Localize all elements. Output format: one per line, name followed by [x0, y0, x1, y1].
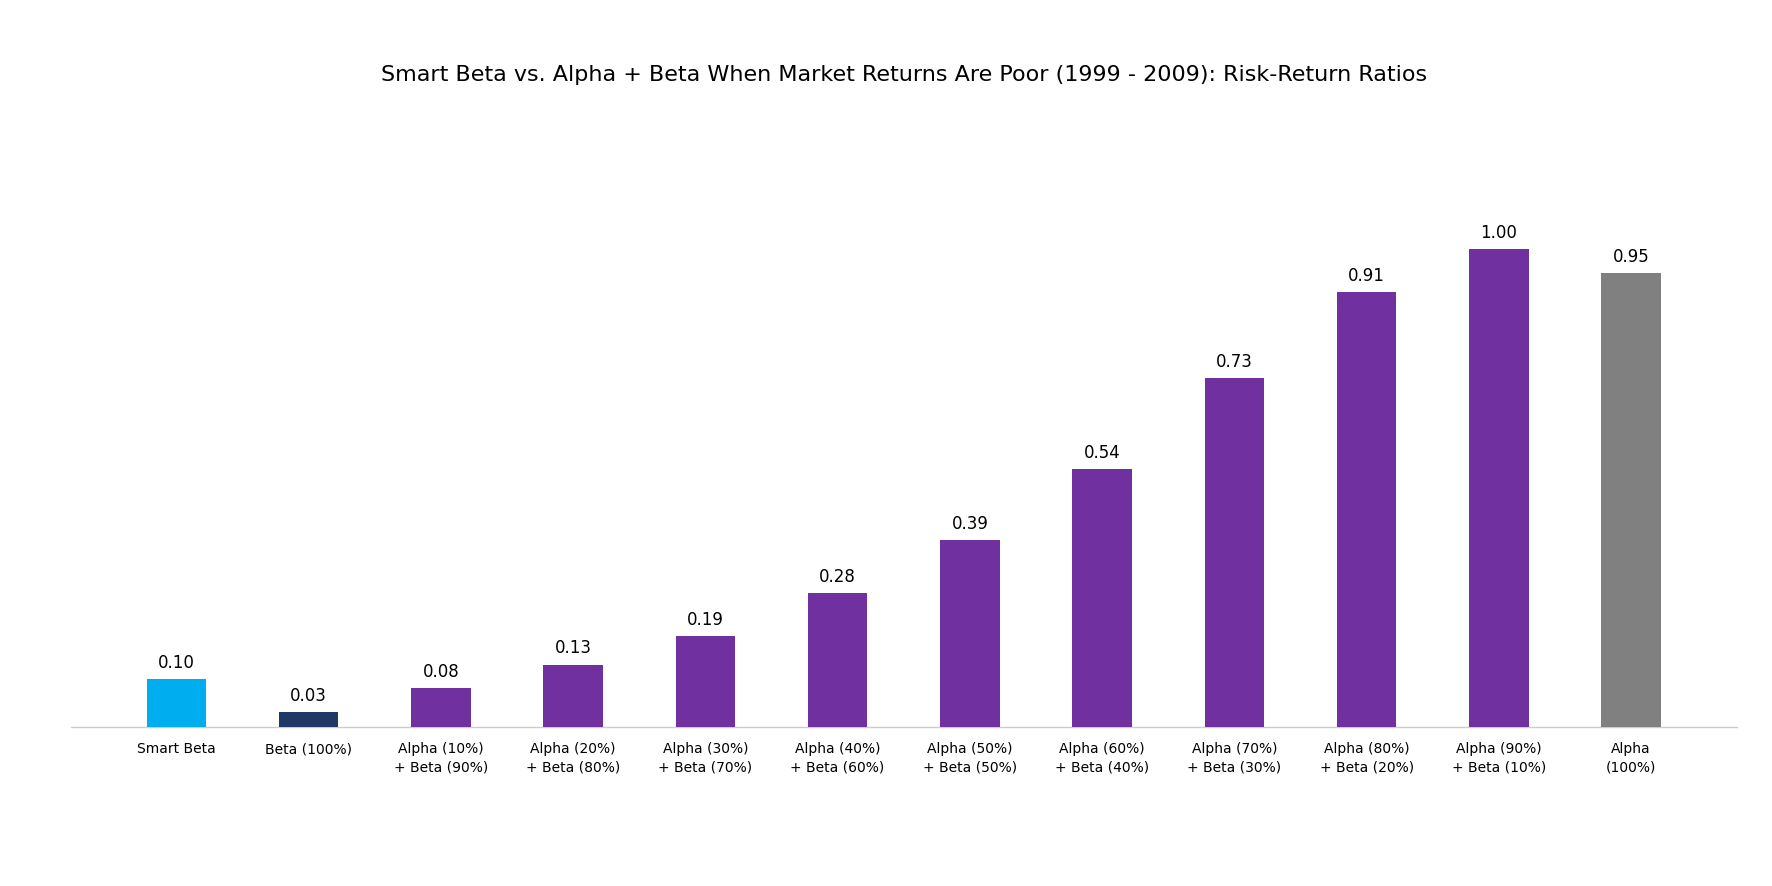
Bar	[544, 664, 602, 727]
Text: 0.03: 0.03	[291, 687, 328, 705]
Bar	[1072, 469, 1132, 727]
Text: 1.00: 1.00	[1480, 224, 1517, 242]
Bar	[941, 540, 999, 727]
Bar	[1336, 292, 1396, 727]
Text: 0.54: 0.54	[1084, 444, 1120, 462]
Bar	[808, 593, 867, 727]
Title: Smart Beta vs. Alpha + Beta When Market Returns Are Poor (1999 - 2009): Risk-Ret: Smart Beta vs. Alpha + Beta When Market …	[381, 66, 1426, 85]
Bar	[1469, 250, 1529, 727]
Text: 0.19: 0.19	[688, 610, 723, 629]
Bar	[411, 688, 471, 727]
Text: 0.73: 0.73	[1216, 354, 1253, 371]
Text: 0.13: 0.13	[555, 640, 592, 657]
Bar	[147, 679, 206, 727]
Text: 0.39: 0.39	[952, 516, 989, 533]
Bar	[675, 636, 735, 727]
Bar	[1602, 273, 1660, 727]
Text: 0.10: 0.10	[158, 654, 195, 672]
Text: 0.95: 0.95	[1613, 248, 1650, 266]
Bar	[278, 712, 338, 727]
Bar	[1205, 378, 1263, 727]
Text: 0.28: 0.28	[819, 568, 856, 586]
Text: 0.08: 0.08	[422, 664, 459, 681]
Text: 0.91: 0.91	[1348, 268, 1386, 285]
